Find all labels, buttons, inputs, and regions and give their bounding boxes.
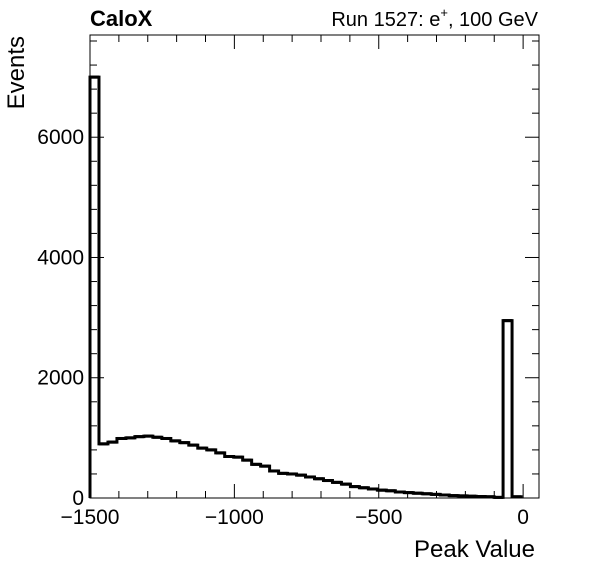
run-label-main: Run 1527: e [331,9,440,31]
y-tick-label: 2000 [37,367,84,390]
y-axis-title: Events [3,36,30,109]
y-tick-label: 0 [72,487,84,510]
x-tick-label: −1000 [205,506,264,529]
axis-ticks [89,35,539,499]
experiment-label: CaloX [90,6,153,31]
y-tick-label: 4000 [37,246,84,269]
run-label-superscript: + [440,5,448,20]
x-tick-label: −500 [355,506,402,529]
x-tick-label: 0 [517,506,529,529]
histogram-outline [88,75,523,499]
y-tick-label: 6000 [37,126,84,149]
x-axis-title: Peak Value [414,536,535,563]
plot-frame [89,34,540,499]
tick-labels: −1500 −1000 −500 0 0 2000 4000 6000 [37,126,529,529]
run-label-suffix: , 100 GeV [448,9,539,31]
histogram-series [88,75,523,499]
header: CaloX Run 1527: e+, 100 GeV [90,5,539,31]
run-label: Run 1527: e+, 100 GeV [331,5,538,31]
x-tick-label: −1500 [61,506,120,529]
